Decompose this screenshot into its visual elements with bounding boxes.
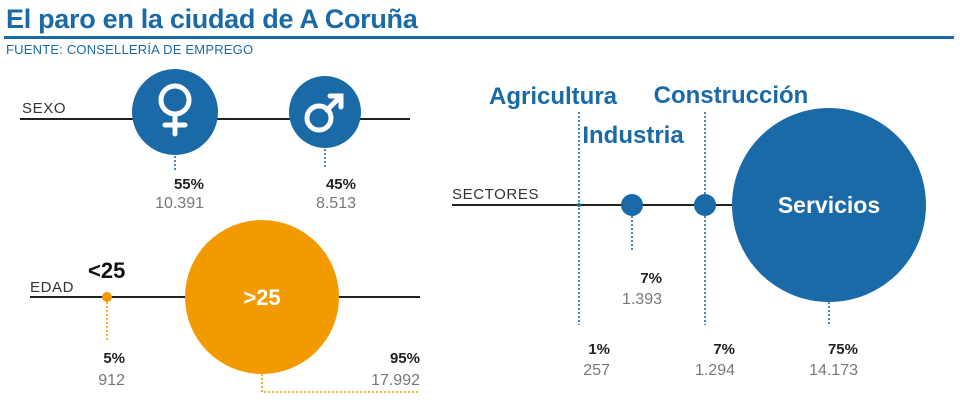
edad-label: EDAD: [30, 279, 74, 296]
male-percent: 45%: [326, 176, 356, 193]
industria-label: Industria: [582, 122, 684, 149]
male-symbol-icon: [304, 93, 344, 133]
male-value: 8.513: [316, 195, 356, 212]
construccion-value: 1.294: [695, 362, 735, 379]
female-percent: 55%: [174, 176, 204, 193]
agricultura-percent: 1%: [588, 341, 610, 358]
industria-percent: 7%: [640, 270, 662, 287]
agricultura-dot: [577, 203, 581, 207]
source-note: FUENTE: CONSELLERÍA DE EMPREGO: [6, 42, 254, 57]
over25-leader: [261, 374, 420, 393]
over25-label: >25: [243, 285, 280, 310]
title-rule: [4, 36, 954, 39]
agricultura-label: Agricultura: [489, 83, 618, 110]
over25-value: 17.992: [371, 372, 420, 389]
industria-circle: [621, 194, 643, 216]
industria-value: 1.393: [622, 291, 662, 308]
servicios-percent: 75%: [828, 341, 858, 358]
sectores-label: SECTORES: [452, 186, 539, 203]
over25-percent: 95%: [390, 350, 420, 367]
servicios-label: Servicios: [778, 192, 880, 218]
under25-value: 912: [98, 372, 125, 389]
construccion-label: Construcción: [654, 82, 809, 109]
construccion-percent: 7%: [713, 341, 735, 358]
agricultura-value: 257: [583, 362, 610, 379]
female-value: 10.391: [155, 195, 204, 212]
servicios-value: 14.173: [809, 362, 858, 379]
page-title: El paro en la ciudad de A Coruña: [6, 4, 418, 34]
female-symbol-icon: [158, 83, 192, 137]
male-circle: [289, 76, 361, 148]
construccion-circle: [694, 194, 716, 216]
sexo-label: SEXO: [22, 100, 66, 117]
under25-label: <25: [88, 258, 125, 283]
under25-circle: [102, 292, 112, 302]
servicios-circle: [732, 108, 926, 302]
under25-percent: 5%: [103, 350, 125, 367]
over25-circle: [185, 220, 339, 374]
